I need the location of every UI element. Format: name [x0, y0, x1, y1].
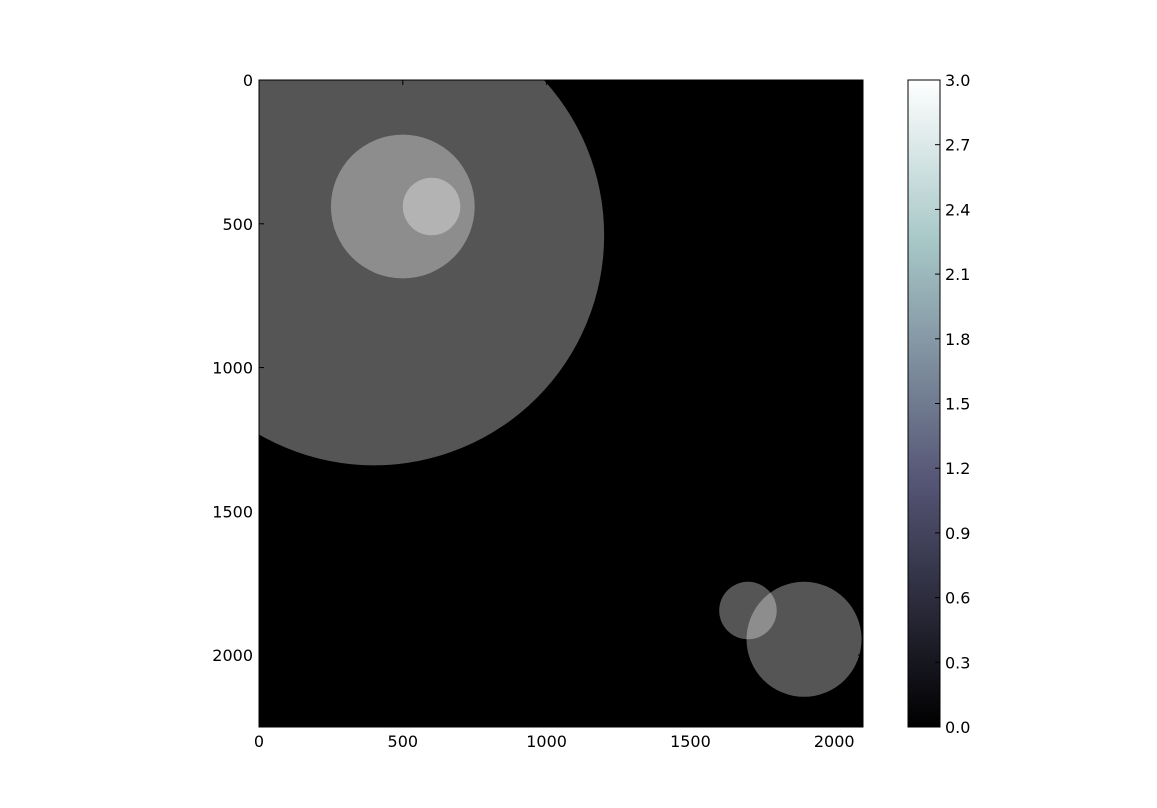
- colorbar-tick-label: 0.3: [945, 653, 970, 672]
- x-tick-label: 500: [388, 732, 419, 751]
- y-tick-label: 2000: [212, 646, 253, 665]
- colorbar-gradient: [908, 80, 940, 727]
- colorbar-tick-label: 0.9: [945, 524, 970, 543]
- plot-frame: [258, 79, 864, 728]
- colorbar: 0.0 0.3 0.6 0.9 1.2 1.5 1.8 2.1 2.4 2.7 3.0: [907, 71, 970, 737]
- colorbar-tick-label: 0.6: [945, 589, 970, 608]
- x-tick-label: 1500: [670, 732, 711, 751]
- colorbar-ticks: 0.0 0.3 0.6 0.9 1.2 1.5 1.8 2.1 2.4 2.7 3.0: [935, 71, 970, 737]
- heatmap-axes: 0 500 1000 1500 2000 0 500 1000 1500 2000: [212, 71, 864, 751]
- heatmap-circle-3: [402, 177, 461, 236]
- heatmap-circle-5: [746, 581, 862, 697]
- y-axis-ticks: 0 500 1000 1500 2000: [212, 71, 863, 665]
- heatmap-circle-2: [330, 134, 475, 279]
- x-tick-label: 0: [254, 732, 264, 751]
- colorbar-tick-label: 1.2: [945, 459, 970, 478]
- y-tick-label: 500: [222, 215, 253, 234]
- y-tick-label: 1000: [212, 359, 253, 378]
- colorbar-tick-label: 3.0: [945, 71, 970, 90]
- colorbar-tick-label: 2.4: [945, 200, 970, 219]
- heatmap-regions: [259, 80, 862, 697]
- y-tick-label: 1500: [212, 502, 253, 521]
- x-tick-label: 2000: [814, 732, 855, 751]
- colorbar-tick-label: 0.0: [945, 718, 970, 737]
- colorbar-tick-label: 2.1: [945, 265, 970, 284]
- x-tick-label: 1000: [526, 732, 567, 751]
- colorbar-tick-label: 1.5: [945, 395, 970, 414]
- colorbar-tick-label: 2.7: [945, 136, 970, 155]
- colorbar-tick-label: 1.8: [945, 330, 970, 349]
- y-tick-label: 0: [243, 71, 253, 90]
